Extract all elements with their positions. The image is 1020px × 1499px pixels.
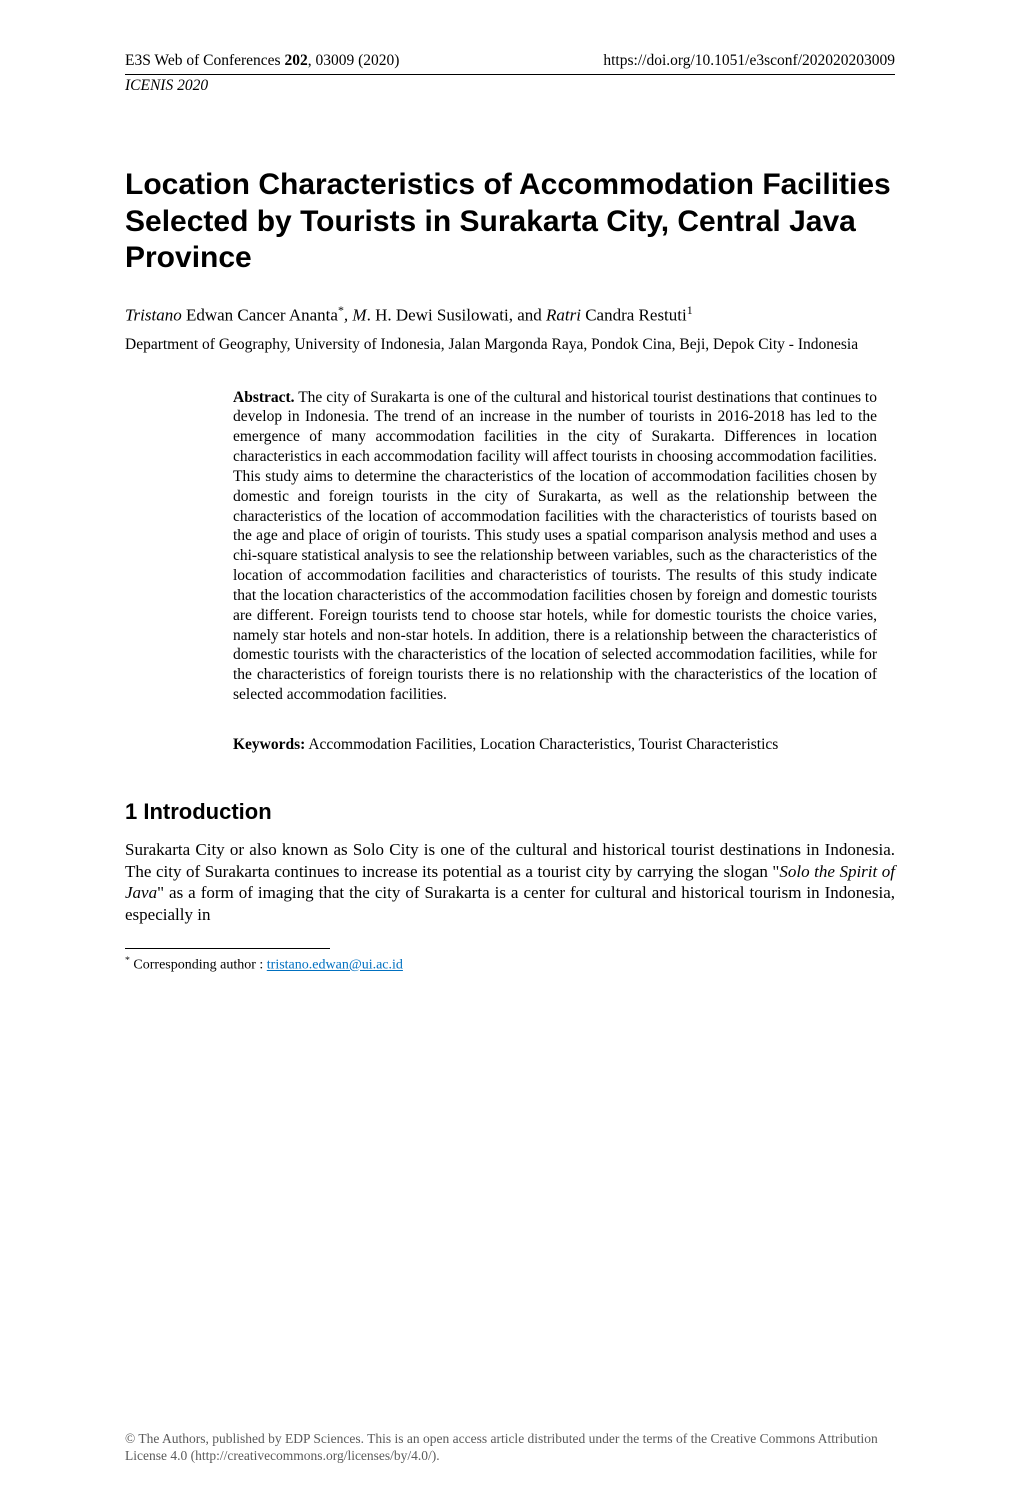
author-2-firstname: M bbox=[352, 305, 366, 324]
paper-title: Location Characteristics of Accommodatio… bbox=[125, 167, 895, 277]
section-1-heading: 1 Introduction bbox=[125, 799, 895, 825]
author-1-rest: Edwan Cancer Ananta bbox=[182, 305, 338, 324]
keywords-text: Accommodation Facilities, Location Chara… bbox=[305, 736, 778, 753]
author-3-rest: Candra Restuti bbox=[581, 305, 687, 324]
page: E3S Web of Conferences 202, 03009 (2020)… bbox=[0, 0, 1020, 1499]
journal-prefix: E3S Web of Conferences bbox=[125, 52, 284, 69]
abstract-label: Abstract. bbox=[233, 389, 295, 406]
journal-suffix: , 03009 (2020) bbox=[308, 52, 400, 69]
para-post: " as a form of imaging that the city of … bbox=[125, 883, 895, 924]
author-2-rest: . H. Dewi Susilowati, and bbox=[367, 305, 546, 324]
section-1-para: Surakarta City or also known as Solo Cit… bbox=[125, 839, 895, 926]
footnote-rule bbox=[125, 948, 330, 949]
author-1-firstname: Tristano bbox=[125, 305, 182, 324]
corresponding-email-link[interactable]: tristano.edwan@ui.ac.id bbox=[267, 958, 403, 973]
license-text: © The Authors, published by EDP Sciences… bbox=[125, 1431, 895, 1465]
keywords-label: Keywords: bbox=[233, 736, 305, 753]
conference-name: ICENIS 2020 bbox=[125, 77, 895, 95]
corresponding-footnote: * Corresponding author : tristano.edwan@… bbox=[125, 955, 895, 974]
author-3-firstname: Ratri bbox=[546, 305, 581, 324]
abstract: Abstract. The city of Surakarta is one o… bbox=[233, 388, 877, 705]
journal-ref: E3S Web of Conferences 202, 03009 (2020) bbox=[125, 52, 399, 70]
affiliation: Department of Geography, University of I… bbox=[125, 335, 895, 355]
author-3-sup: 1 bbox=[687, 303, 693, 317]
journal-volume: 202 bbox=[284, 52, 307, 69]
keywords: Keywords: Accommodation Facilities, Loca… bbox=[233, 735, 877, 755]
doi: https://doi.org/10.1051/e3sconf/20202020… bbox=[603, 52, 895, 70]
abstract-text: The city of Surakarta is one of the cult… bbox=[233, 389, 877, 703]
footnote-text: Corresponding author : bbox=[130, 958, 267, 973]
running-header: E3S Web of Conferences 202, 03009 (2020)… bbox=[125, 52, 895, 75]
authors-line: Tristano Edwan Cancer Ananta*, M. H. Dew… bbox=[125, 303, 895, 326]
